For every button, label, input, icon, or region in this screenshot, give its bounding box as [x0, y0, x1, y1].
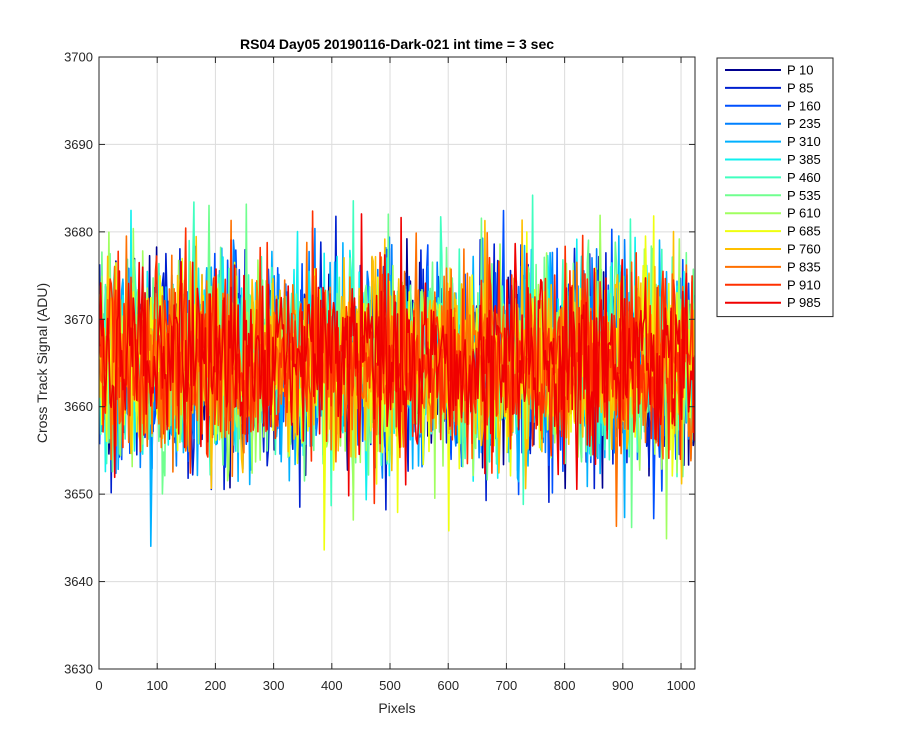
legend-entry-label: P 235 [787, 116, 821, 131]
axis-ticks: 0 100 200 300 400 500 600 700 800 900 1000 3630 3640… [64, 50, 695, 694]
y-tick-label: 3660 [64, 399, 93, 414]
legend-entry-label: P 310 [787, 134, 821, 149]
legend-entry-label: P 385 [787, 152, 821, 167]
legend-entry-label: P 685 [787, 224, 821, 239]
x-tick-label: 200 [205, 678, 227, 693]
y-tick-label: 3670 [64, 312, 93, 327]
x-axis-label: Pixels [378, 700, 415, 716]
legend-entry-label: P 760 [787, 242, 821, 257]
y-axis-label: Cross Track Signal (ADU) [34, 283, 50, 443]
x-tick-label: 700 [496, 678, 518, 693]
plot-series [99, 194, 695, 551]
y-tick-label: 3680 [64, 224, 93, 239]
legend-entry-label: P 10 [787, 63, 814, 78]
legend-entry-label: P 985 [787, 295, 821, 310]
legend-entry-label: P 910 [787, 277, 821, 292]
legend-entry-label: P 835 [787, 259, 821, 274]
y-tick-label: 3650 [64, 487, 93, 502]
x-tick-label: 1000 [667, 678, 696, 693]
legend-entry-label: P 610 [787, 206, 821, 221]
series-line-p985 [99, 213, 695, 497]
plot-area-frame [98, 56, 696, 670]
legend-entry-label: P 460 [787, 170, 821, 185]
x-tick-label: 500 [379, 678, 401, 693]
x-tick-label: 0 [95, 678, 102, 693]
legend-entry-label: P 160 [787, 98, 821, 113]
x-tick-label: 800 [554, 678, 576, 693]
y-tick-label: 3690 [64, 137, 93, 152]
x-tick-label: 900 [612, 678, 634, 693]
y-tick-label: 3640 [64, 574, 93, 589]
legend-box [716, 57, 834, 318]
y-tick-label: 3700 [64, 50, 93, 65]
chart-title: RS04 Day05 20190116-Dark-021 int time = … [240, 36, 554, 52]
y-tick-label: 3630 [64, 662, 93, 677]
x-tick-label: 300 [263, 678, 285, 693]
x-tick-label: 100 [146, 678, 168, 693]
legend: P 10 P 85 P 160 P 235 P 310 P 385 P 460 P 535 P … [716, 57, 834, 318]
x-tick-label: 400 [321, 678, 343, 693]
legend-entry-label: P 85 [787, 80, 814, 95]
legend-entry-label: P 535 [787, 188, 821, 203]
x-tick-label: 600 [437, 678, 459, 693]
